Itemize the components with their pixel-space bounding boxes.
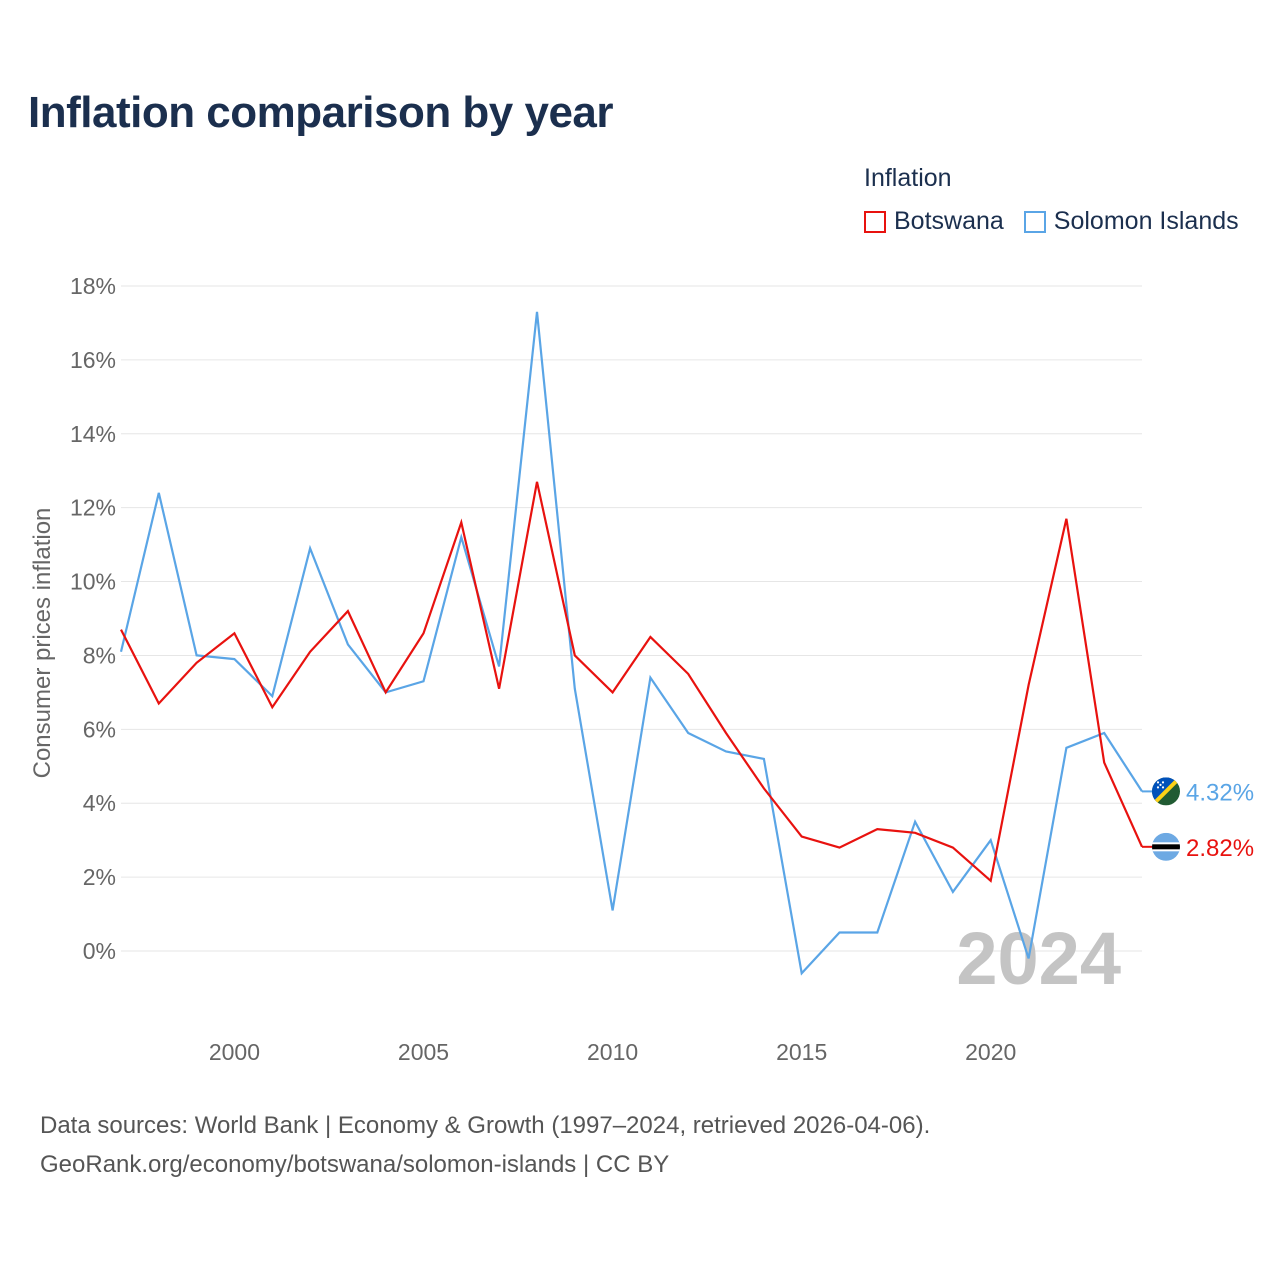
year-watermark: 2024 [956,917,1121,1000]
footer-source: Data sources: World Bank | Economy & Gro… [40,1112,931,1139]
y-tick-label: 0% [83,938,116,964]
end-value-label-botswana: 2.82% [1186,835,1254,862]
legend-swatch-solomon-islands [1023,210,1046,233]
y-tick-label: 2% [83,864,116,890]
series-lines [119,311,1144,976]
legend-label-solomon-islands: Solomon Islands [1053,207,1239,235]
x-axis-tick-labels: 2000 2005 2010 2015 2020 [209,1039,1016,1065]
y-axis-label: Consumer prices inflation [29,508,56,779]
y-tick-label: 16% [70,347,116,373]
y-tick-label: 10% [70,569,116,595]
end-markers: 2.82% 4.32% [1142,777,1254,862]
legend-item-botswana[interactable]: Botswana [864,207,1004,236]
series-line-solomon-islands[interactable] [119,311,1143,976]
y-axis-tick-labels: 0% 2% 4% 6% 8% 10% 12% 14% 16% 18% [70,273,116,964]
y-tick-label: 14% [70,421,116,447]
footer-url[interactable]: GeoRank.org/economy/botswana/solomon-isl… [40,1151,670,1178]
footer: Data sources: World Bank | Economy & Gro… [40,1106,930,1184]
legend-label-botswana: Botswana [894,207,1004,235]
x-tick-label: 2020 [965,1039,1016,1065]
legend-swatch-botswana [864,210,886,233]
series-line-botswana[interactable] [120,481,1144,883]
y-tick-label: 4% [83,790,116,816]
y-tick-label: 8% [83,642,116,668]
x-tick-label: 2015 [776,1039,827,1065]
grid-lines [121,285,1142,952]
legend-item-solomon-islands[interactable]: Solomon Islands [1023,207,1239,236]
botswana-flag-icon [1152,832,1180,861]
x-tick-label: 2000 [209,1039,260,1065]
x-tick-label: 2010 [587,1039,638,1065]
chart-title: Inflation comparison by year [28,88,614,137]
solomon-islands-flag-icon [1152,777,1180,806]
y-tick-label: 18% [70,273,116,299]
x-tick-label: 2005 [398,1039,449,1065]
legend: Inflation Botswana Solomon Islands [864,164,1239,236]
y-tick-label: 6% [83,716,116,742]
end-value-label-solomon-islands: 4.32% [1186,779,1254,806]
legend-title: Inflation [864,164,952,192]
y-tick-label: 12% [70,495,116,521]
